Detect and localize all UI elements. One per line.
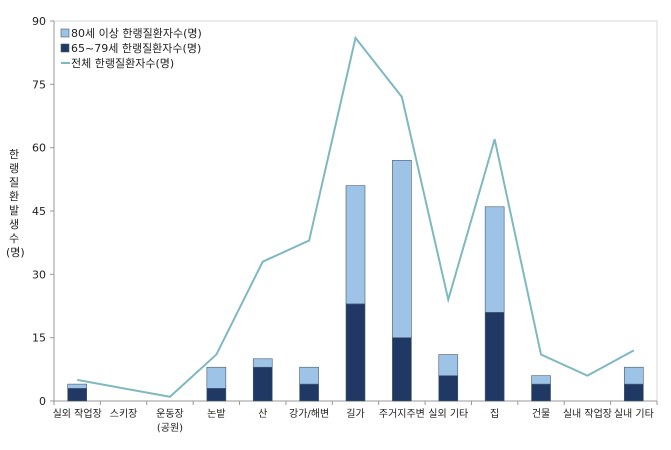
- bar-segment: [392, 337, 412, 402]
- bar-segment: [252, 366, 273, 402]
- x-tick-label: 실내 기타: [614, 408, 654, 420]
- x-tick-label: 강가/해변: [289, 407, 329, 420]
- bar-segment: [438, 375, 459, 402]
- x-tick-label: 실외 작업장: [53, 407, 102, 420]
- bar-segment: [531, 375, 551, 385]
- bar-segment: [484, 206, 505, 313]
- x-tick-label: 논밭: [207, 408, 225, 420]
- legend-label: 전체 한랭질환자수(명): [71, 57, 174, 70]
- legend-label: 80세 이상 한랭질환자수(명): [71, 27, 202, 40]
- bar-segment: [206, 388, 227, 402]
- legend-label: 65~79세 한랭질환자수(명): [71, 42, 201, 55]
- y-tick-label: 75: [32, 78, 46, 91]
- y-tick-label: 90: [32, 15, 46, 28]
- bar-segment: [67, 383, 87, 389]
- bar-segment: [299, 366, 319, 385]
- legend-swatch: [60, 28, 70, 38]
- x-tick-label: 실내 작업장: [563, 407, 612, 420]
- bar-segment: [345, 303, 366, 402]
- bar-segment: [252, 358, 273, 368]
- x-tick-label: 스키장: [110, 408, 138, 420]
- bar-segment: [624, 366, 644, 385]
- y-tick-label: 30: [32, 268, 46, 281]
- bar-segment: [299, 383, 319, 402]
- y-tick-label: 45: [32, 205, 46, 218]
- bar-segment: [345, 185, 366, 305]
- legend-swatch: [60, 43, 70, 53]
- y-tick-label: 0: [39, 395, 46, 408]
- x-tick-label: 실외 기타: [428, 408, 468, 420]
- bar-segment: [67, 388, 87, 402]
- x-tick-label: 길가: [346, 407, 364, 420]
- x-tick-label: 산: [258, 408, 267, 420]
- x-tick-label: (공원): [157, 422, 183, 434]
- x-tick-label: 운동장: [156, 408, 184, 420]
- x-tick-label: 집: [490, 408, 499, 420]
- bar-segment: [206, 366, 227, 389]
- bar-segment: [531, 383, 551, 402]
- bar-segment: [392, 160, 412, 338]
- y-tick-label: 15: [32, 332, 46, 345]
- x-tick-label: 주거지주변: [379, 408, 425, 420]
- y-axis-label: 한랭질환발생수(명): [6, 148, 25, 259]
- bar-segment: [624, 383, 644, 402]
- bar-segment: [438, 354, 459, 376]
- x-tick-label: 건물: [532, 408, 550, 420]
- bar-segment: [484, 312, 505, 402]
- y-tick-label: 60: [32, 142, 46, 155]
